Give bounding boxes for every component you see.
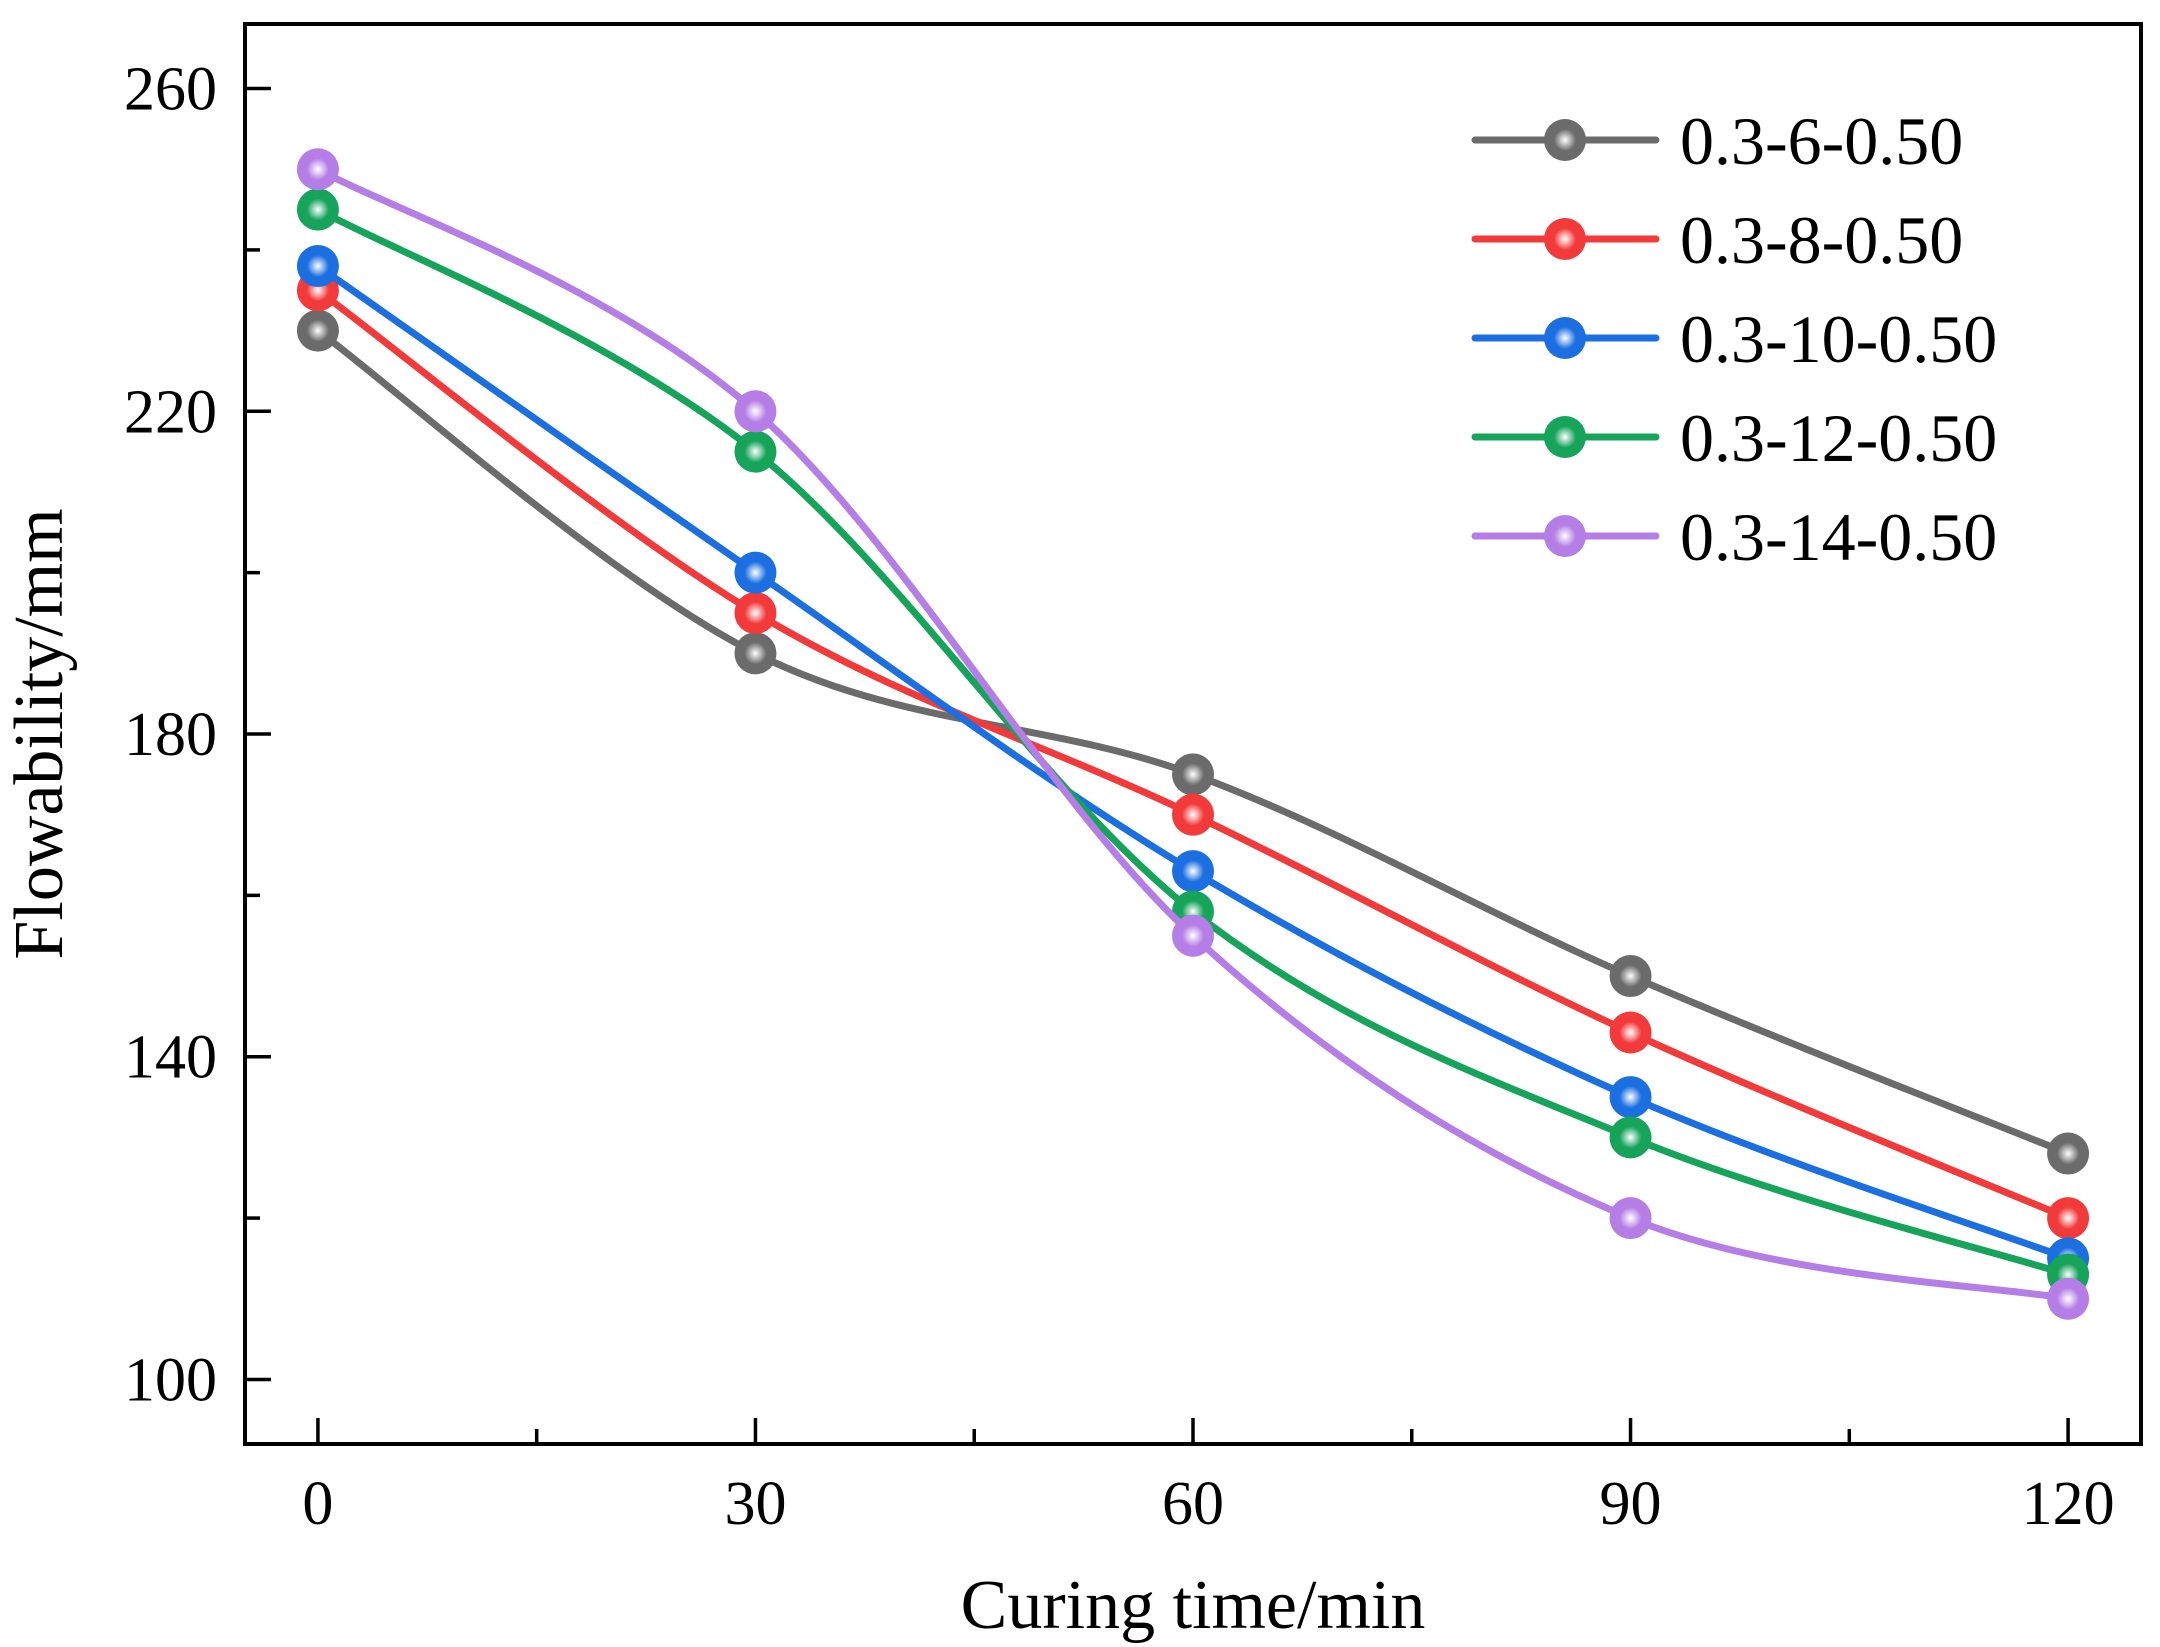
legend: 0.3-6-0.50 0.3-8-0.50 0.3-10-0.50 0.3-12-0.… — [1471, 103, 1997, 575]
data-point — [1172, 914, 1214, 957]
y-tick-label: 260 — [124, 56, 217, 124]
data-point — [296, 309, 339, 352]
data-point — [1172, 793, 1214, 836]
legend-label: 0.3-14-0.50 — [1680, 499, 1997, 575]
series-0.3-12-0.50 — [296, 188, 2090, 1296]
x-tick-label: 30 — [724, 1470, 786, 1538]
legend-item: 0.3-8-0.50 — [1471, 202, 1963, 278]
series-layer — [296, 148, 2090, 1320]
x-tick-label: 0 — [302, 1470, 333, 1538]
legend-label: 0.3-10-0.50 — [1680, 301, 1997, 377]
legend-marker — [1544, 416, 1586, 458]
x-axis-title: Curing time/min — [961, 1567, 1426, 1644]
data-point — [734, 430, 777, 473]
data-point — [1609, 1076, 1652, 1119]
x-tick-label: 60 — [1162, 1470, 1224, 1538]
y-tick-label: 100 — [124, 1346, 217, 1414]
data-point — [734, 390, 777, 433]
data-point — [2047, 1132, 2090, 1175]
data-point — [734, 551, 777, 594]
data-point — [2047, 1197, 2090, 1240]
series-line — [314, 165, 2072, 1303]
legend-marker — [1544, 119, 1586, 161]
data-point — [1609, 1011, 1652, 1054]
data-point — [1172, 753, 1214, 796]
x-axis: 0 30 60 90 120 — [302, 1418, 2115, 1538]
data-point — [296, 148, 339, 191]
data-point — [1609, 1197, 1652, 1240]
y-axis-title: Flowability/mm — [1, 508, 78, 959]
data-point — [2047, 1277, 2090, 1320]
x-tick-label: 90 — [1600, 1470, 1662, 1538]
y-axis: 100 140 180 220 260 — [124, 56, 271, 1414]
y-tick-label: 140 — [124, 1024, 217, 1092]
y-tick-label: 220 — [124, 378, 217, 446]
data-point — [296, 188, 339, 231]
data-point — [734, 632, 777, 675]
series-0.3-14-0.50 — [296, 148, 2090, 1320]
legend-marker — [1544, 317, 1586, 359]
legend-item: 0.3-10-0.50 — [1471, 301, 1997, 377]
legend-marker — [1544, 218, 1586, 260]
legend-marker — [1544, 515, 1586, 557]
legend-label: 0.3-6-0.50 — [1680, 103, 1963, 179]
data-point — [734, 591, 777, 634]
series-0.3-6-0.50 — [296, 309, 2090, 1175]
y-tick-label: 180 — [124, 701, 217, 769]
data-point — [1609, 1116, 1652, 1159]
data-point — [1609, 955, 1652, 998]
series-line — [314, 206, 2072, 1279]
legend-item: 0.3-14-0.50 — [1471, 499, 1997, 575]
data-point — [296, 245, 339, 288]
x-tick-label: 120 — [2022, 1470, 2115, 1538]
legend-label: 0.3-8-0.50 — [1680, 202, 1963, 278]
data-point — [1172, 850, 1214, 893]
legend-label: 0.3-12-0.50 — [1680, 400, 1997, 476]
legend-item: 0.3-6-0.50 — [1471, 103, 1963, 179]
legend-item: 0.3-12-0.50 — [1471, 400, 1997, 476]
